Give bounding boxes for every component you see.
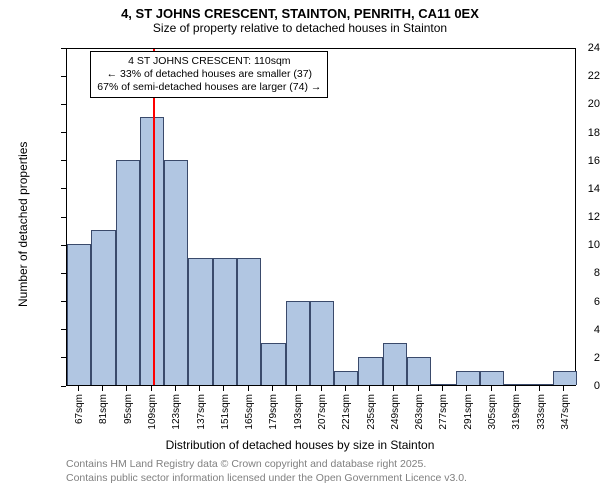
histogram-bar (383, 343, 407, 385)
y-tick-mark (61, 245, 66, 246)
y-tick-label: 6 (542, 296, 600, 308)
x-tick-mark (223, 386, 224, 391)
x-tick-mark (102, 386, 103, 391)
x-tick-label: 333sqm (536, 394, 547, 430)
plot-area (66, 48, 576, 386)
x-tick-label: 305sqm (487, 394, 498, 430)
y-tick-label: 14 (542, 183, 600, 195)
y-tick-label: 2 (542, 352, 600, 364)
histogram-bar (261, 343, 285, 385)
x-tick-label: 81sqm (98, 394, 109, 424)
histogram-bar (480, 371, 504, 385)
histogram-bar (91, 230, 115, 385)
x-tick-label: 207sqm (317, 394, 328, 430)
x-tick-mark (248, 386, 249, 391)
x-tick-label: 165sqm (244, 394, 255, 430)
histogram-bar (431, 384, 455, 385)
y-tick-mark (61, 48, 66, 49)
y-tick-label: 24 (542, 42, 600, 54)
x-tick-mark (151, 386, 152, 391)
x-tick-label: 319sqm (511, 394, 522, 430)
annotation-line: 67% of semi-detached houses are larger (… (97, 81, 321, 94)
annotation-line: 4 ST JOHNS CRESCENT: 110sqm (97, 55, 321, 68)
y-tick-mark (61, 104, 66, 105)
y-tick-mark (61, 301, 66, 302)
x-tick-mark (442, 386, 443, 391)
y-tick-label: 22 (542, 70, 600, 82)
y-tick-mark (61, 188, 66, 189)
x-tick-label: 137sqm (196, 394, 207, 430)
x-tick-mark (369, 386, 370, 391)
histogram-bar (286, 301, 310, 386)
chart-title-2: Size of property relative to detached ho… (0, 21, 600, 39)
x-axis-label: Distribution of detached houses by size … (0, 438, 600, 452)
attribution-line-1: Contains HM Land Registry data © Crown c… (66, 458, 467, 472)
y-tick-mark (61, 76, 66, 77)
x-tick-label: 249sqm (390, 394, 401, 430)
y-tick-mark (61, 329, 66, 330)
chart-title-1: 4, ST JOHNS CRESCENT, STAINTON, PENRITH,… (0, 0, 600, 21)
histogram-bar (310, 301, 334, 386)
x-tick-mark (321, 386, 322, 391)
x-tick-mark (272, 386, 273, 391)
x-tick-mark (418, 386, 419, 391)
y-tick-label: 4 (542, 324, 600, 336)
y-tick-mark (61, 273, 66, 274)
y-tick-label: 16 (542, 155, 600, 167)
x-tick-label: 291sqm (463, 394, 474, 430)
histogram-bar (504, 384, 528, 385)
y-tick-label: 10 (542, 239, 600, 251)
x-tick-mark (563, 386, 564, 391)
x-tick-mark (393, 386, 394, 391)
x-tick-mark (515, 386, 516, 391)
x-tick-label: 123sqm (171, 394, 182, 430)
x-tick-label: 67sqm (74, 394, 85, 424)
y-tick-label: 20 (542, 98, 600, 110)
reference-line (153, 49, 155, 385)
histogram-bar (213, 258, 237, 385)
annotation-line: ← 33% of detached houses are smaller (37… (97, 68, 321, 81)
y-tick-label: 12 (542, 211, 600, 223)
x-tick-label: 109sqm (147, 394, 158, 430)
x-tick-label: 151sqm (220, 394, 231, 430)
histogram-bar (456, 371, 480, 385)
x-tick-mark (491, 386, 492, 391)
histogram-bar (67, 244, 91, 385)
y-tick-mark (61, 132, 66, 133)
x-tick-mark (199, 386, 200, 391)
x-tick-label: 221sqm (341, 394, 352, 430)
y-tick-mark (61, 386, 66, 387)
attribution-line-2: Contains public sector information licen… (66, 472, 467, 486)
y-tick-mark (61, 217, 66, 218)
x-tick-label: 347sqm (560, 394, 571, 430)
annotation-box: 4 ST JOHNS CRESCENT: 110sqm← 33% of deta… (90, 51, 328, 98)
histogram-bar (188, 258, 212, 385)
x-tick-mark (78, 386, 79, 391)
histogram-bar (237, 258, 261, 385)
y-tick-label: 18 (542, 127, 600, 139)
x-tick-label: 95sqm (123, 394, 134, 424)
x-tick-mark (296, 386, 297, 391)
histogram-bar (164, 160, 188, 385)
histogram-bar (407, 357, 431, 385)
y-tick-mark (61, 160, 66, 161)
y-tick-label: 0 (542, 380, 600, 392)
x-tick-label: 179sqm (268, 394, 279, 430)
x-tick-label: 277sqm (438, 394, 449, 430)
x-tick-label: 263sqm (414, 394, 425, 430)
attribution-text: Contains HM Land Registry data © Crown c… (66, 458, 467, 485)
y-tick-label: 8 (542, 267, 600, 279)
x-tick-mark (539, 386, 540, 391)
histogram-bar (334, 371, 358, 385)
x-tick-mark (175, 386, 176, 391)
x-tick-mark (126, 386, 127, 391)
x-tick-label: 193sqm (293, 394, 304, 430)
x-tick-label: 235sqm (366, 394, 377, 430)
histogram-bar (358, 357, 382, 385)
histogram-bar (116, 160, 140, 385)
x-tick-mark (466, 386, 467, 391)
x-tick-mark (345, 386, 346, 391)
y-tick-mark (61, 357, 66, 358)
y-axis-label: Number of detached properties (16, 142, 30, 307)
